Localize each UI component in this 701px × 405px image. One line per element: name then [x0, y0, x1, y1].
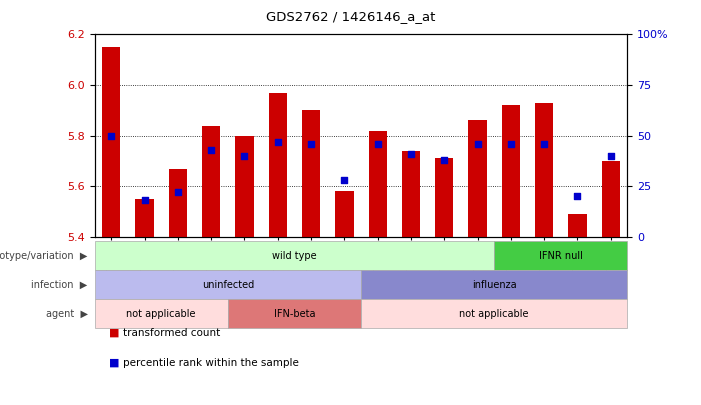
Text: ■: ■ [109, 328, 119, 337]
Point [505, 141, 517, 147]
Bar [535, 103, 553, 237]
Point [405, 151, 416, 157]
Text: agent  ▶: agent ▶ [46, 309, 88, 319]
Point [372, 141, 383, 147]
Bar [435, 158, 454, 237]
Text: not applicable: not applicable [459, 309, 529, 319]
Text: wild type: wild type [272, 251, 317, 260]
Point [572, 193, 583, 200]
Bar [102, 47, 121, 237]
Bar [302, 110, 320, 237]
Point [106, 132, 117, 139]
Text: genotype/variation  ▶: genotype/variation ▶ [0, 251, 88, 260]
Bar [268, 93, 287, 237]
Text: IFN-beta: IFN-beta [273, 309, 315, 319]
Bar [169, 168, 187, 237]
Text: transformed count: transformed count [123, 328, 220, 337]
Bar [569, 214, 587, 237]
Point [239, 153, 250, 159]
Point [139, 197, 150, 204]
Point [439, 157, 450, 163]
Text: percentile rank within the sample: percentile rank within the sample [123, 358, 299, 368]
Bar [468, 120, 486, 237]
Point [205, 147, 217, 153]
Point [272, 139, 283, 145]
Point [605, 153, 616, 159]
Text: influenza: influenza [472, 280, 517, 290]
Point [472, 141, 483, 147]
Bar [369, 130, 387, 237]
Bar [236, 136, 254, 237]
Point [306, 141, 317, 147]
Bar [502, 105, 520, 237]
Text: uninfected: uninfected [202, 280, 254, 290]
Point [339, 177, 350, 183]
Text: not applicable: not applicable [126, 309, 196, 319]
Bar [135, 199, 154, 237]
Text: infection  ▶: infection ▶ [32, 280, 88, 290]
Bar [202, 126, 220, 237]
Bar [601, 161, 620, 237]
Point [172, 189, 184, 196]
Text: GDS2762 / 1426146_a_at: GDS2762 / 1426146_a_at [266, 10, 435, 23]
Text: IFNR null: IFNR null [539, 251, 583, 260]
Bar [335, 192, 353, 237]
Point [538, 141, 550, 147]
Text: ■: ■ [109, 358, 119, 368]
Bar [402, 151, 420, 237]
